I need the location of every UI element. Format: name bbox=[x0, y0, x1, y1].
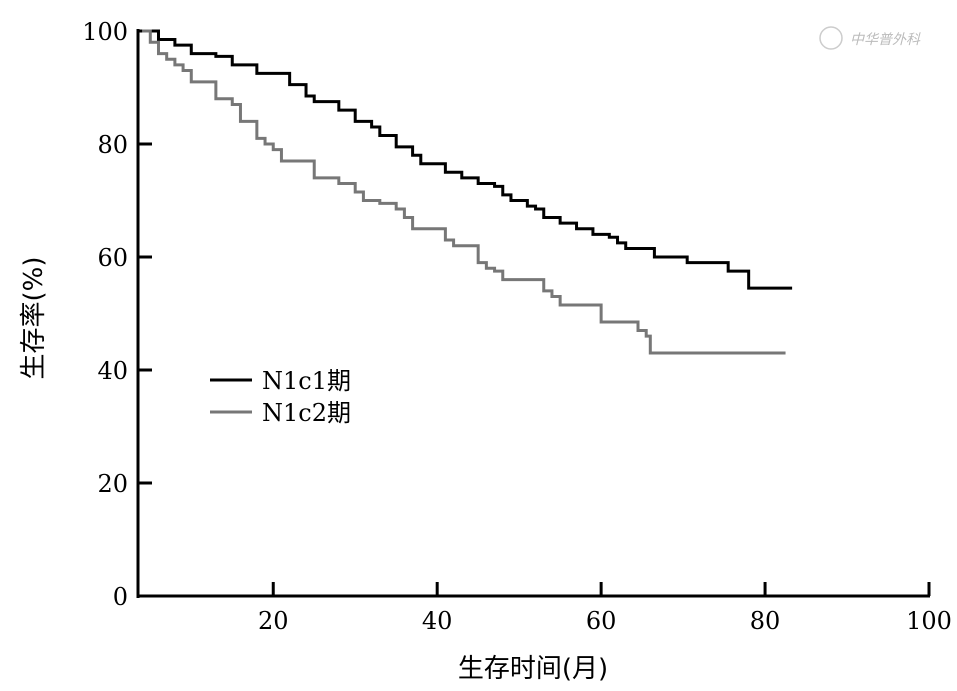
series-line-2 bbox=[142, 29, 786, 355]
y-tick-label: 0 bbox=[113, 583, 128, 611]
y-axis-title: 生存率(%) bbox=[19, 257, 49, 380]
x-tick-label: 100 bbox=[906, 607, 952, 635]
watermark-seal-icon bbox=[819, 26, 843, 50]
legend-label-n1c2: N1c2期 bbox=[262, 399, 351, 427]
axes: 0 20 40 60 80 100 20 40 60 80 100 bbox=[82, 18, 952, 635]
y-tick-label: 20 bbox=[97, 470, 128, 498]
y-tick-label: 80 bbox=[97, 131, 128, 159]
y-tick-label: 100 bbox=[82, 18, 128, 46]
x-tick-label: 20 bbox=[258, 607, 289, 635]
legend: N1c1期 N1c2期 bbox=[210, 367, 351, 427]
watermark: 中华普外科 bbox=[819, 26, 921, 50]
x-tick-label: 80 bbox=[750, 607, 781, 635]
series-group bbox=[142, 29, 793, 355]
y-tick-label: 40 bbox=[97, 357, 128, 385]
x-tick-label: 60 bbox=[586, 607, 617, 635]
x-tick-label: 40 bbox=[422, 607, 453, 635]
series-line-1 bbox=[142, 29, 793, 290]
y-tick-label: 60 bbox=[97, 244, 128, 272]
watermark-text: 中华普外科 bbox=[850, 32, 921, 48]
x-axis-title: 生存时间(月) bbox=[458, 654, 608, 684]
legend-label-n1c1: N1c1期 bbox=[262, 367, 351, 395]
